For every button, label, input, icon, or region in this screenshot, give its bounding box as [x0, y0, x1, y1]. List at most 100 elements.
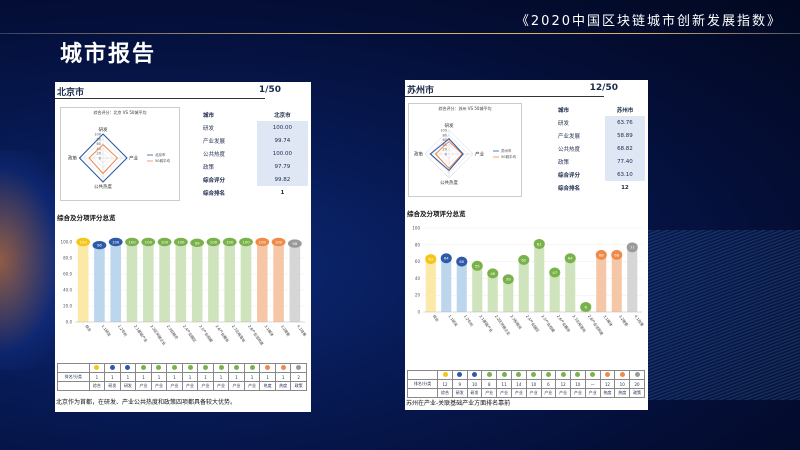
score-row: 产业发展 99.74	[200, 134, 308, 147]
bar	[191, 242, 203, 322]
bar	[175, 242, 187, 322]
radar-title: 综合评分：苏州 VS 50城平均	[438, 106, 492, 111]
bar	[472, 265, 483, 312]
category-cell: 产业	[166, 381, 183, 391]
category-cell: 研发	[451, 388, 468, 398]
y-tick-label: 40	[415, 276, 421, 281]
category-dot-marker	[296, 365, 302, 370]
radar-axis-label: 产业	[129, 155, 138, 162]
radar-tick: 60	[97, 142, 101, 146]
page-title: 城市报告	[60, 42, 157, 67]
rank-cell: 10	[614, 379, 631, 389]
category-dot	[197, 363, 214, 373]
score-value: 1	[280, 189, 285, 196]
category-cell: 产业	[540, 388, 557, 398]
score-label: 产业发展	[203, 138, 226, 145]
category-cell: 产业	[197, 381, 214, 391]
x-tick-label: 2.1基础产业	[133, 324, 149, 344]
summary-text: 苏州在产业-关联基础产业方面排名靠前	[406, 400, 511, 407]
bar	[240, 242, 252, 322]
category-dot-marker	[486, 372, 492, 377]
category-cell: 产业	[181, 381, 199, 391]
bar-value-label: 100	[161, 240, 169, 245]
rank-cell: 1	[212, 372, 230, 382]
rank-cell: 10	[466, 379, 483, 389]
radar-chart: 综合评分：北京 VS 50城平均 100 80 60 40 20 0 研发 产业 公共热度 政策北…	[60, 107, 180, 201]
city-report-card-suzhou: 苏州市 12/50 综合评分：苏州 VS 50城平均 100 80 60 40 20 0 研…	[405, 80, 648, 410]
bar-value-badge	[271, 237, 286, 247]
radar-tick: 60	[443, 138, 447, 142]
bar-value-label: 60	[459, 259, 464, 264]
city-rank: 1/50	[258, 85, 281, 95]
score-label: 研发	[558, 120, 570, 127]
category-cell: 研发	[119, 381, 137, 391]
bar-value-badge	[564, 253, 576, 264]
rank-table-header	[406, 388, 439, 398]
category-dot-marker	[280, 365, 286, 370]
bar-value-badge	[92, 241, 107, 250]
bar-value-label: 68	[599, 252, 604, 257]
category-cell: 研发	[104, 381, 121, 391]
bar-value-label: 98	[292, 241, 297, 246]
category-dot-marker	[619, 372, 625, 377]
legend-label: 苏州市	[501, 148, 512, 153]
rank-cell: 2	[290, 372, 307, 382]
bar-value-label: 100	[80, 240, 88, 245]
category-cell: 产业	[481, 388, 498, 398]
radar-series-city	[78, 133, 128, 183]
radar-series-average	[434, 140, 463, 170]
bar-value-badge	[108, 237, 123, 247]
rank-table-header	[57, 363, 90, 373]
rank-cell: 1	[166, 372, 183, 382]
category-dot	[119, 363, 137, 373]
score-value: 北京市	[274, 112, 291, 119]
x-tick-label: 2.4产业园区	[525, 314, 541, 334]
bar-value-badge	[440, 253, 452, 264]
rank-table-header	[57, 381, 90, 391]
x-tick-label: 2.2区块链企业	[149, 324, 167, 347]
bar-value-badge	[518, 254, 530, 265]
score-label: 研发	[203, 125, 215, 132]
x-tick-label: 4.1政策	[296, 324, 308, 338]
bar-value-label: 63	[428, 257, 433, 262]
category-dot	[510, 370, 527, 380]
category-dot	[212, 363, 230, 373]
score-label: 综合评分	[203, 177, 226, 184]
score-value: 63.76	[604, 116, 645, 129]
category-dot-marker	[560, 372, 566, 377]
category-dot-marker	[575, 372, 581, 377]
category-dot-marker	[218, 365, 224, 370]
x-tick-label: 2.5产业规模	[540, 314, 556, 334]
x-tick-label: 2.3投融资	[166, 324, 180, 341]
bar-value-badge	[157, 237, 172, 247]
city-name: 北京市	[57, 88, 85, 98]
bar	[256, 242, 268, 322]
radar-title: 综合评分：北京 VS 50城平均	[93, 110, 147, 115]
score-row: 研发 63.76	[555, 116, 645, 129]
bar	[289, 243, 301, 322]
category-dot	[437, 370, 453, 380]
category-cell: 热度	[259, 381, 276, 391]
bar	[487, 273, 498, 312]
rank-table-row	[57, 363, 307, 373]
rank-cell: 1	[135, 372, 152, 382]
y-tick-label: 0.0	[66, 320, 73, 325]
radar-tick: 100	[94, 133, 101, 137]
category-cell: 政策	[290, 381, 307, 391]
score-value: 97.79	[256, 160, 308, 173]
rank-cell: 1	[119, 372, 137, 382]
score-row: 研发 100.00	[200, 121, 308, 134]
bar-value-label: 100	[128, 240, 136, 245]
x-tick-label: 2.6产业服务	[215, 324, 231, 344]
score-row: 综合评分 99.82	[200, 173, 308, 186]
radar-axis-label: 政策	[414, 151, 423, 158]
category-dot-marker	[249, 365, 255, 370]
radar-tick: 0	[99, 157, 101, 161]
category-dot	[481, 370, 498, 380]
y-tick-label: 0	[417, 310, 420, 315]
category-cell: 产业	[584, 388, 601, 398]
category-cell: 产业	[510, 388, 527, 398]
bar-value-label: 99	[195, 240, 200, 245]
